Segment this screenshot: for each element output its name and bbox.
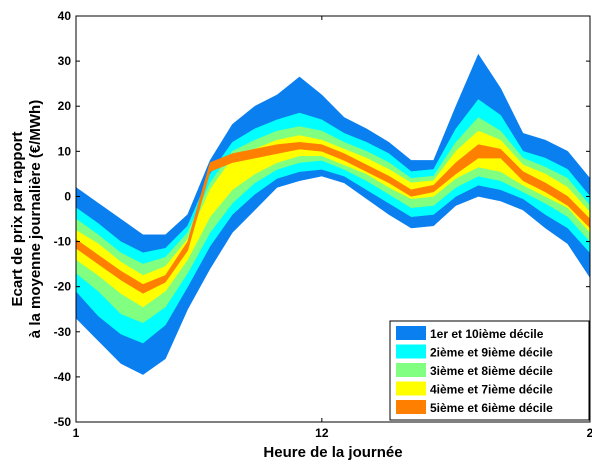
legend-swatch — [396, 363, 426, 377]
y-tick-label: -10 — [54, 235, 72, 249]
legend: 1er et 10ième décile 2ième et 9ième décil… — [389, 320, 590, 421]
legend-swatch — [396, 381, 426, 396]
legend-label: 1er et 10ième décile — [430, 327, 544, 341]
legend-label: 2ième et 9ième décile — [430, 346, 553, 360]
ticks-layer: -50 -40 -30 -20 -10 0 10 20 30 40 1 12 2 — [54, 9, 592, 440]
y-tick-label: 40 — [58, 9, 72, 23]
x-tick-label: 1 — [73, 426, 80, 440]
y-tick-label: -50 — [54, 415, 72, 429]
y-tick-label: 20 — [58, 99, 72, 113]
x-tick-label: 2 — [587, 426, 592, 440]
legend-swatch — [396, 344, 426, 359]
plot-frame — [75, 15, 591, 423]
y-tick-label: 30 — [58, 54, 72, 68]
y-tick-label: -20 — [54, 280, 72, 294]
y-axis-title-line-2: à la moyenne journalière (€/MWh) — [27, 100, 44, 338]
x-axis-title: Heure de la journée — [263, 444, 402, 461]
legend-label: 5ième et 6ième décile — [430, 401, 553, 415]
y-tick-label: 0 — [64, 189, 71, 203]
legend-label: 4ième et 7ième décile — [430, 383, 553, 397]
legend-swatch — [396, 400, 426, 414]
y-tick-label: 10 — [58, 144, 72, 158]
y-axis-title-line-1: Ecart de prix par rapport — [9, 131, 26, 306]
y-tick-label: -40 — [54, 370, 72, 384]
legend-label: 3ième et 8ième décile — [430, 364, 553, 378]
y-tick-label: -30 — [54, 325, 72, 339]
legend-swatch — [396, 326, 426, 340]
x-tick-label: 12 — [315, 426, 329, 440]
